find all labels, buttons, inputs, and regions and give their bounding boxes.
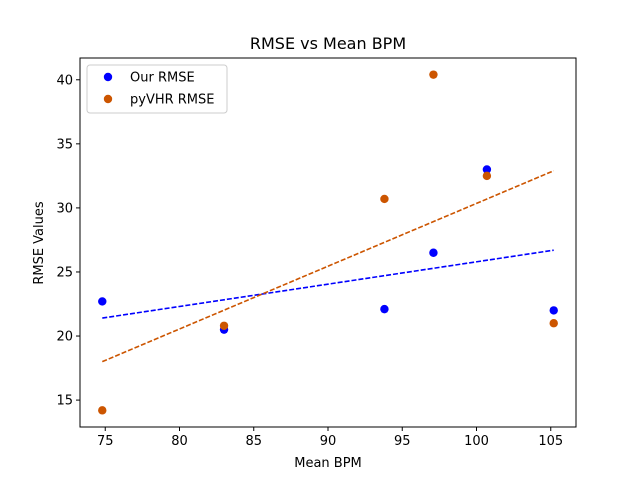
- y-tick-label-6: 40: [56, 73, 73, 88]
- x-tick-label-1: 75: [97, 434, 114, 449]
- y-axis-label: RMSE Values: [32, 201, 47, 285]
- legend-box: [86, 64, 228, 114]
- x-tick-label-5: 95: [394, 434, 411, 449]
- data-point-s1-3: [380, 304, 389, 314]
- x-tick-label-7: 105: [538, 434, 563, 449]
- x-tick-label-2: 80: [171, 434, 188, 449]
- data-point-s1-1: [98, 297, 107, 306]
- data-point-s2-5: [482, 171, 492, 181]
- y-tick-label-4: 30: [56, 201, 73, 216]
- data-point-s1-6: [549, 306, 558, 315]
- data-point-s2-2: [219, 321, 229, 330]
- plot-area: 75 80 85 90 95 100 105 15 20 25 30 35 40: [56, 57, 577, 449]
- data-point-s2-3: [380, 194, 389, 204]
- x-tick-label-6: 100: [464, 434, 489, 449]
- data-point-s1-4: [429, 248, 438, 257]
- data-point-s2-6: [549, 319, 558, 328]
- legend-marker-1: [103, 72, 113, 82]
- x-tick-label-3: 85: [245, 434, 262, 449]
- legend: Our RMSE pyVHR RMSE: [86, 64, 228, 114]
- x-axis-label: Mean BPM: [294, 456, 362, 471]
- data-point-s2-1: [98, 406, 107, 415]
- chart-title: RMSE vs Mean BPM: [250, 34, 406, 53]
- data-point-s2-4: [429, 70, 438, 79]
- y-tick-label-5: 35: [56, 137, 73, 152]
- y-tick-label-1: 15: [56, 394, 73, 409]
- y-tick-label-3: 25: [56, 265, 73, 280]
- x-tick-label-4: 90: [320, 434, 337, 449]
- trend-line-2: [101, 170, 555, 363]
- legend-marker-2: [103, 94, 113, 104]
- legend-label-2: pyVHR RMSE: [130, 93, 215, 108]
- legend-label-1: Our RMSE: [130, 71, 195, 86]
- y-tick-label-2: 20: [56, 330, 73, 345]
- trend-line-1: [102, 249, 554, 319]
- data-point-s1-5: [482, 165, 492, 174]
